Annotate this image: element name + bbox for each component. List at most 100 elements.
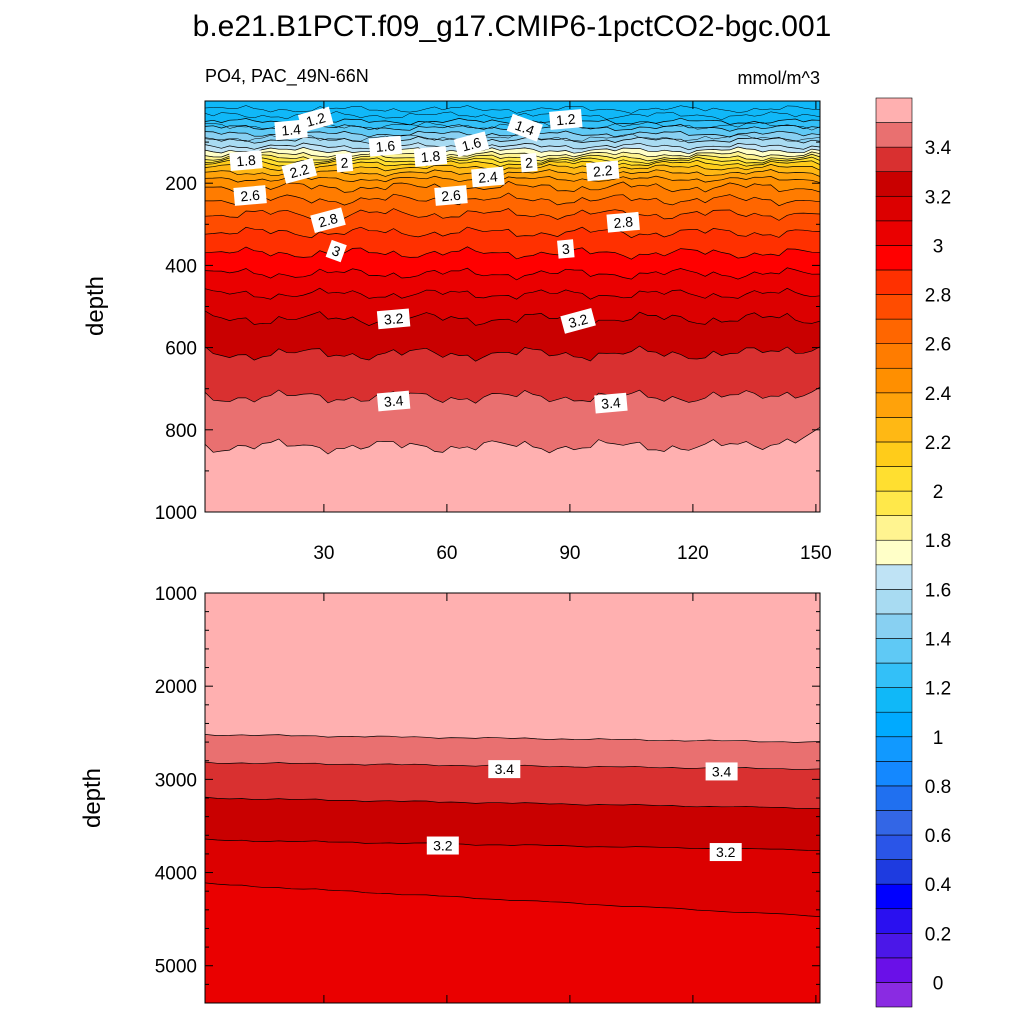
lower-ytick-label: 3000 — [155, 770, 197, 791]
upper-contour-line-3.5 — [205, 427, 820, 455]
colorbar-swatch — [875, 810, 913, 836]
svg-text:2.2: 2.2 — [592, 162, 613, 180]
colorbar-tick-label: 0.2 — [925, 924, 951, 945]
upper-contour-label: 1.8 — [229, 150, 263, 171]
upper-contour-line-1.9 — [205, 153, 820, 162]
svg-text:3.2: 3.2 — [433, 838, 453, 854]
upper-xtick-label: 150 — [800, 543, 832, 564]
svg-text:3: 3 — [561, 241, 570, 258]
colorbar-swatch — [875, 318, 913, 344]
lower-contour-label: 3.2 — [709, 843, 742, 862]
colorbar-swatch — [875, 122, 913, 148]
svg-text:3.4: 3.4 — [495, 761, 515, 777]
colorbar-swatch — [875, 392, 913, 418]
svg-text:1.2: 1.2 — [555, 111, 576, 129]
svg-text:2.2: 2.2 — [288, 161, 311, 182]
colorbar-swatch — [875, 515, 913, 541]
lower-contour-line-3.3 — [205, 796, 820, 809]
colorbar-swatch — [875, 269, 913, 295]
upper-contour-label: 1.8 — [413, 146, 448, 167]
colorbar-swatch — [875, 539, 913, 566]
upper-contour-label: 2.6 — [434, 185, 468, 206]
colorbar-tick-label: 2.2 — [925, 433, 951, 454]
lower-contour-line-3.5 — [205, 734, 820, 743]
colorbar-tick-label: 2.8 — [925, 286, 951, 307]
colorbar-tick-label: 2.4 — [925, 384, 952, 405]
upper-contour-label: 3 — [557, 239, 575, 259]
colorbar-tick-label: 1.4 — [925, 629, 952, 650]
upper-contour-line-1.4 — [205, 130, 820, 138]
svg-text:1.8: 1.8 — [420, 148, 441, 166]
upper-contour-line-3.2 — [205, 310, 820, 327]
upper-contour-label: 1.4 — [274, 119, 308, 141]
colorbar-swatch — [875, 195, 913, 222]
colorbar-swatch — [875, 490, 913, 516]
upper-contour-label: 2.2 — [281, 158, 318, 184]
upper-contour-line-2.6 — [205, 192, 820, 207]
colorbar-swatch — [875, 908, 913, 934]
colorbar-tick-label: 1 — [933, 728, 944, 749]
lower-ytick-label: 5000 — [155, 957, 197, 978]
svg-text:3.4: 3.4 — [601, 394, 622, 412]
upper-contour-label: 2.4 — [471, 166, 505, 188]
upper-contour-label: 2.8 — [606, 211, 640, 233]
upper-ytick-label: 200 — [165, 174, 197, 195]
upper-contour-label: 3.2 — [376, 308, 411, 330]
colorbar-swatch — [875, 97, 913, 123]
colorbar-swatch — [875, 343, 913, 369]
colorbar-swatch — [875, 957, 913, 983]
svg-text:2.6: 2.6 — [240, 187, 261, 205]
svg-text:1.4: 1.4 — [281, 121, 302, 139]
upper-contour-line-3.1 — [205, 287, 820, 300]
upper-contour-label: 2.6 — [233, 185, 267, 206]
left-subtitle: PO4, PAC_49N-66N — [205, 66, 369, 87]
upper-contour-line-2.5 — [205, 180, 820, 194]
lower-contour-label: 3.4 — [488, 760, 521, 779]
colorbar-tick-label: 1.8 — [925, 531, 951, 552]
colorbar-swatch — [875, 441, 913, 467]
lower-ytick-label: 2000 — [155, 677, 197, 698]
colorbar-tick-label: 0.8 — [925, 777, 951, 798]
svg-text:1.4: 1.4 — [513, 117, 537, 139]
colorbar-swatch — [875, 662, 913, 688]
colorbar-tick-label: 3.2 — [925, 187, 951, 208]
colorbar-tick-label: 1.6 — [925, 580, 951, 601]
upper-xtick-label: 60 — [436, 543, 457, 564]
colorbar-swatch — [875, 982, 913, 1008]
upper-contour-line-2.7 — [205, 208, 820, 221]
upper-contour-label: 3 — [325, 239, 347, 263]
svg-text:3.2: 3.2 — [716, 844, 736, 860]
svg-text:2.8: 2.8 — [317, 210, 340, 231]
upper-contour-label: 2 — [335, 152, 354, 173]
lower-contour-label: 3.2 — [426, 836, 459, 855]
svg-text:2: 2 — [524, 154, 533, 171]
svg-text:2.4: 2.4 — [478, 168, 499, 186]
colorbar-tick-label: 3 — [933, 236, 944, 257]
upper-contour-label: 1.6 — [368, 135, 403, 157]
upper-contour-label: 2 — [520, 152, 538, 173]
upper-contour-label: 1.6 — [453, 131, 490, 157]
colorbar-swatch — [875, 932, 913, 959]
colorbar-swatch — [875, 761, 913, 787]
svg-text:1.6: 1.6 — [375, 137, 396, 155]
colorbar-swatch — [875, 171, 913, 197]
upper-contour-line-2.4 — [205, 175, 820, 183]
upper-contour-label: 3.2 — [560, 308, 596, 334]
upper-contour-line-1.8 — [205, 150, 820, 158]
colorbar-swatch — [875, 638, 913, 664]
units-label: mmol/m^3 — [738, 68, 820, 88]
upper-contour-line-2.9 — [205, 246, 820, 260]
upper-contour-label: 2.2 — [585, 160, 620, 182]
lower-contour-line-3.1 — [205, 882, 820, 917]
colorbar-swatch — [875, 466, 913, 492]
upper-xtick-label: 90 — [559, 543, 580, 564]
upper-contour-panel: 1.21.41.21.41.6 1.61.8 1.82 22.2 2.22.42.6 2.… — [155, 100, 832, 564]
upper-contour-label: 3.4 — [376, 390, 411, 412]
colorbar-swatch — [875, 711, 913, 738]
colorbar-swatch — [875, 613, 913, 639]
svg-text:3.2: 3.2 — [383, 310, 404, 328]
colorbar-swatch — [875, 564, 913, 590]
lower-contour-label: 3.4 — [705, 762, 738, 781]
colorbar-tick-label: 0.6 — [925, 826, 951, 847]
colorbar-swatch — [875, 367, 913, 394]
